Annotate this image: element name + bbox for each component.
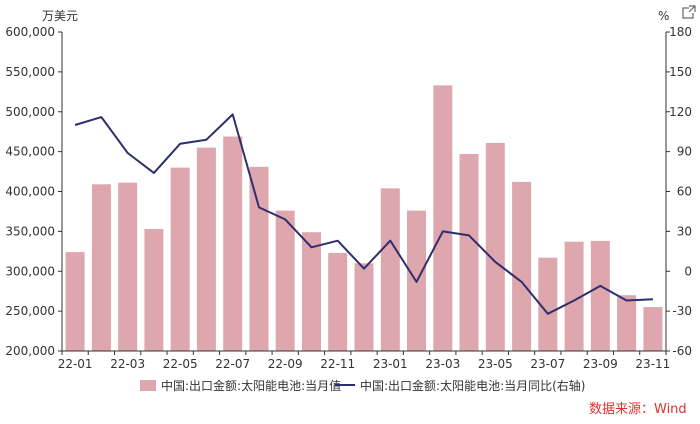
- left-tick-label: 500,000: [5, 105, 55, 119]
- x-tick-label: 23-01: [373, 357, 408, 371]
- right-tick-label: -30: [672, 304, 692, 318]
- bar-23-09: [591, 241, 610, 351]
- bar-23-01: [381, 188, 400, 351]
- bar-22-03: [118, 183, 137, 351]
- bar-22-09: [276, 211, 295, 351]
- legend-line-label: 中国:出口金额:太阳能电池:当月同比(右轴): [360, 378, 586, 393]
- bar-22-02: [92, 184, 111, 351]
- bar-23-10: [617, 295, 636, 351]
- bar-22-12: [355, 263, 374, 351]
- bar-23-06: [512, 182, 531, 351]
- right-tick-label: 0: [684, 264, 692, 278]
- right-tick-label: 150: [669, 65, 692, 79]
- bar-22-04: [144, 229, 163, 351]
- right-tick-label: 60: [677, 185, 692, 199]
- right-tick-label: 30: [677, 224, 692, 238]
- left-tick-label: 300,000: [5, 264, 55, 278]
- x-tick-label: 23-07: [530, 357, 565, 371]
- data-source: 数据来源：Wind: [589, 402, 687, 417]
- bar-22-07: [223, 137, 242, 352]
- bar-22-08: [250, 167, 269, 351]
- external-link-icon[interactable]: [683, 6, 696, 18]
- right-axis-unit: %: [658, 9, 669, 23]
- legend: 中国:出口金额:太阳能电池:当月值 中国:出口金额:太阳能电池:当月同比(右轴): [140, 378, 586, 393]
- x-tick-label: 23-03: [425, 357, 460, 371]
- legend-bar-label: 中国:出口金额:太阳能电池:当月值: [161, 378, 341, 393]
- right-tick-label: 90: [677, 145, 692, 159]
- x-tick-label: 22-07: [215, 357, 250, 371]
- x-tick-label: 23-09: [583, 357, 618, 371]
- left-tick-label: 550,000: [5, 65, 55, 79]
- left-tick-label: 200,000: [5, 344, 55, 358]
- x-tick-label: 22-11: [320, 357, 355, 371]
- bar-22-01: [66, 252, 85, 351]
- bar-22-05: [171, 168, 190, 351]
- bar-23-03: [433, 85, 452, 351]
- x-tick-label: 22-03: [110, 357, 145, 371]
- left-tick-label: 600,000: [5, 25, 55, 39]
- x-tick-label: 22-01: [58, 357, 93, 371]
- bar-23-04: [460, 154, 479, 351]
- right-tick-label: -60: [672, 344, 692, 358]
- x-tick-label: 22-05: [163, 357, 198, 371]
- bar-23-05: [486, 143, 505, 351]
- bars-layer: [66, 85, 663, 351]
- x-tick-label: 23-05: [478, 357, 513, 371]
- bar-22-11: [328, 253, 347, 351]
- legend-bar-swatch: [140, 380, 156, 391]
- bar-22-06: [197, 148, 216, 351]
- x-tick-label: 23-11: [635, 357, 670, 371]
- right-tick-label: 120: [669, 105, 692, 119]
- left-tick-label: 400,000: [5, 185, 55, 199]
- left-tick-label: 350,000: [5, 224, 55, 238]
- x-tick-label: 22-09: [268, 357, 303, 371]
- right-tick-label: 180: [669, 25, 692, 39]
- left-axis-unit: 万美元: [42, 9, 78, 23]
- left-tick-label: 450,000: [5, 145, 55, 159]
- left-tick-label: 250,000: [5, 304, 55, 318]
- bar-23-11: [643, 307, 662, 351]
- bar-22-10: [302, 232, 321, 351]
